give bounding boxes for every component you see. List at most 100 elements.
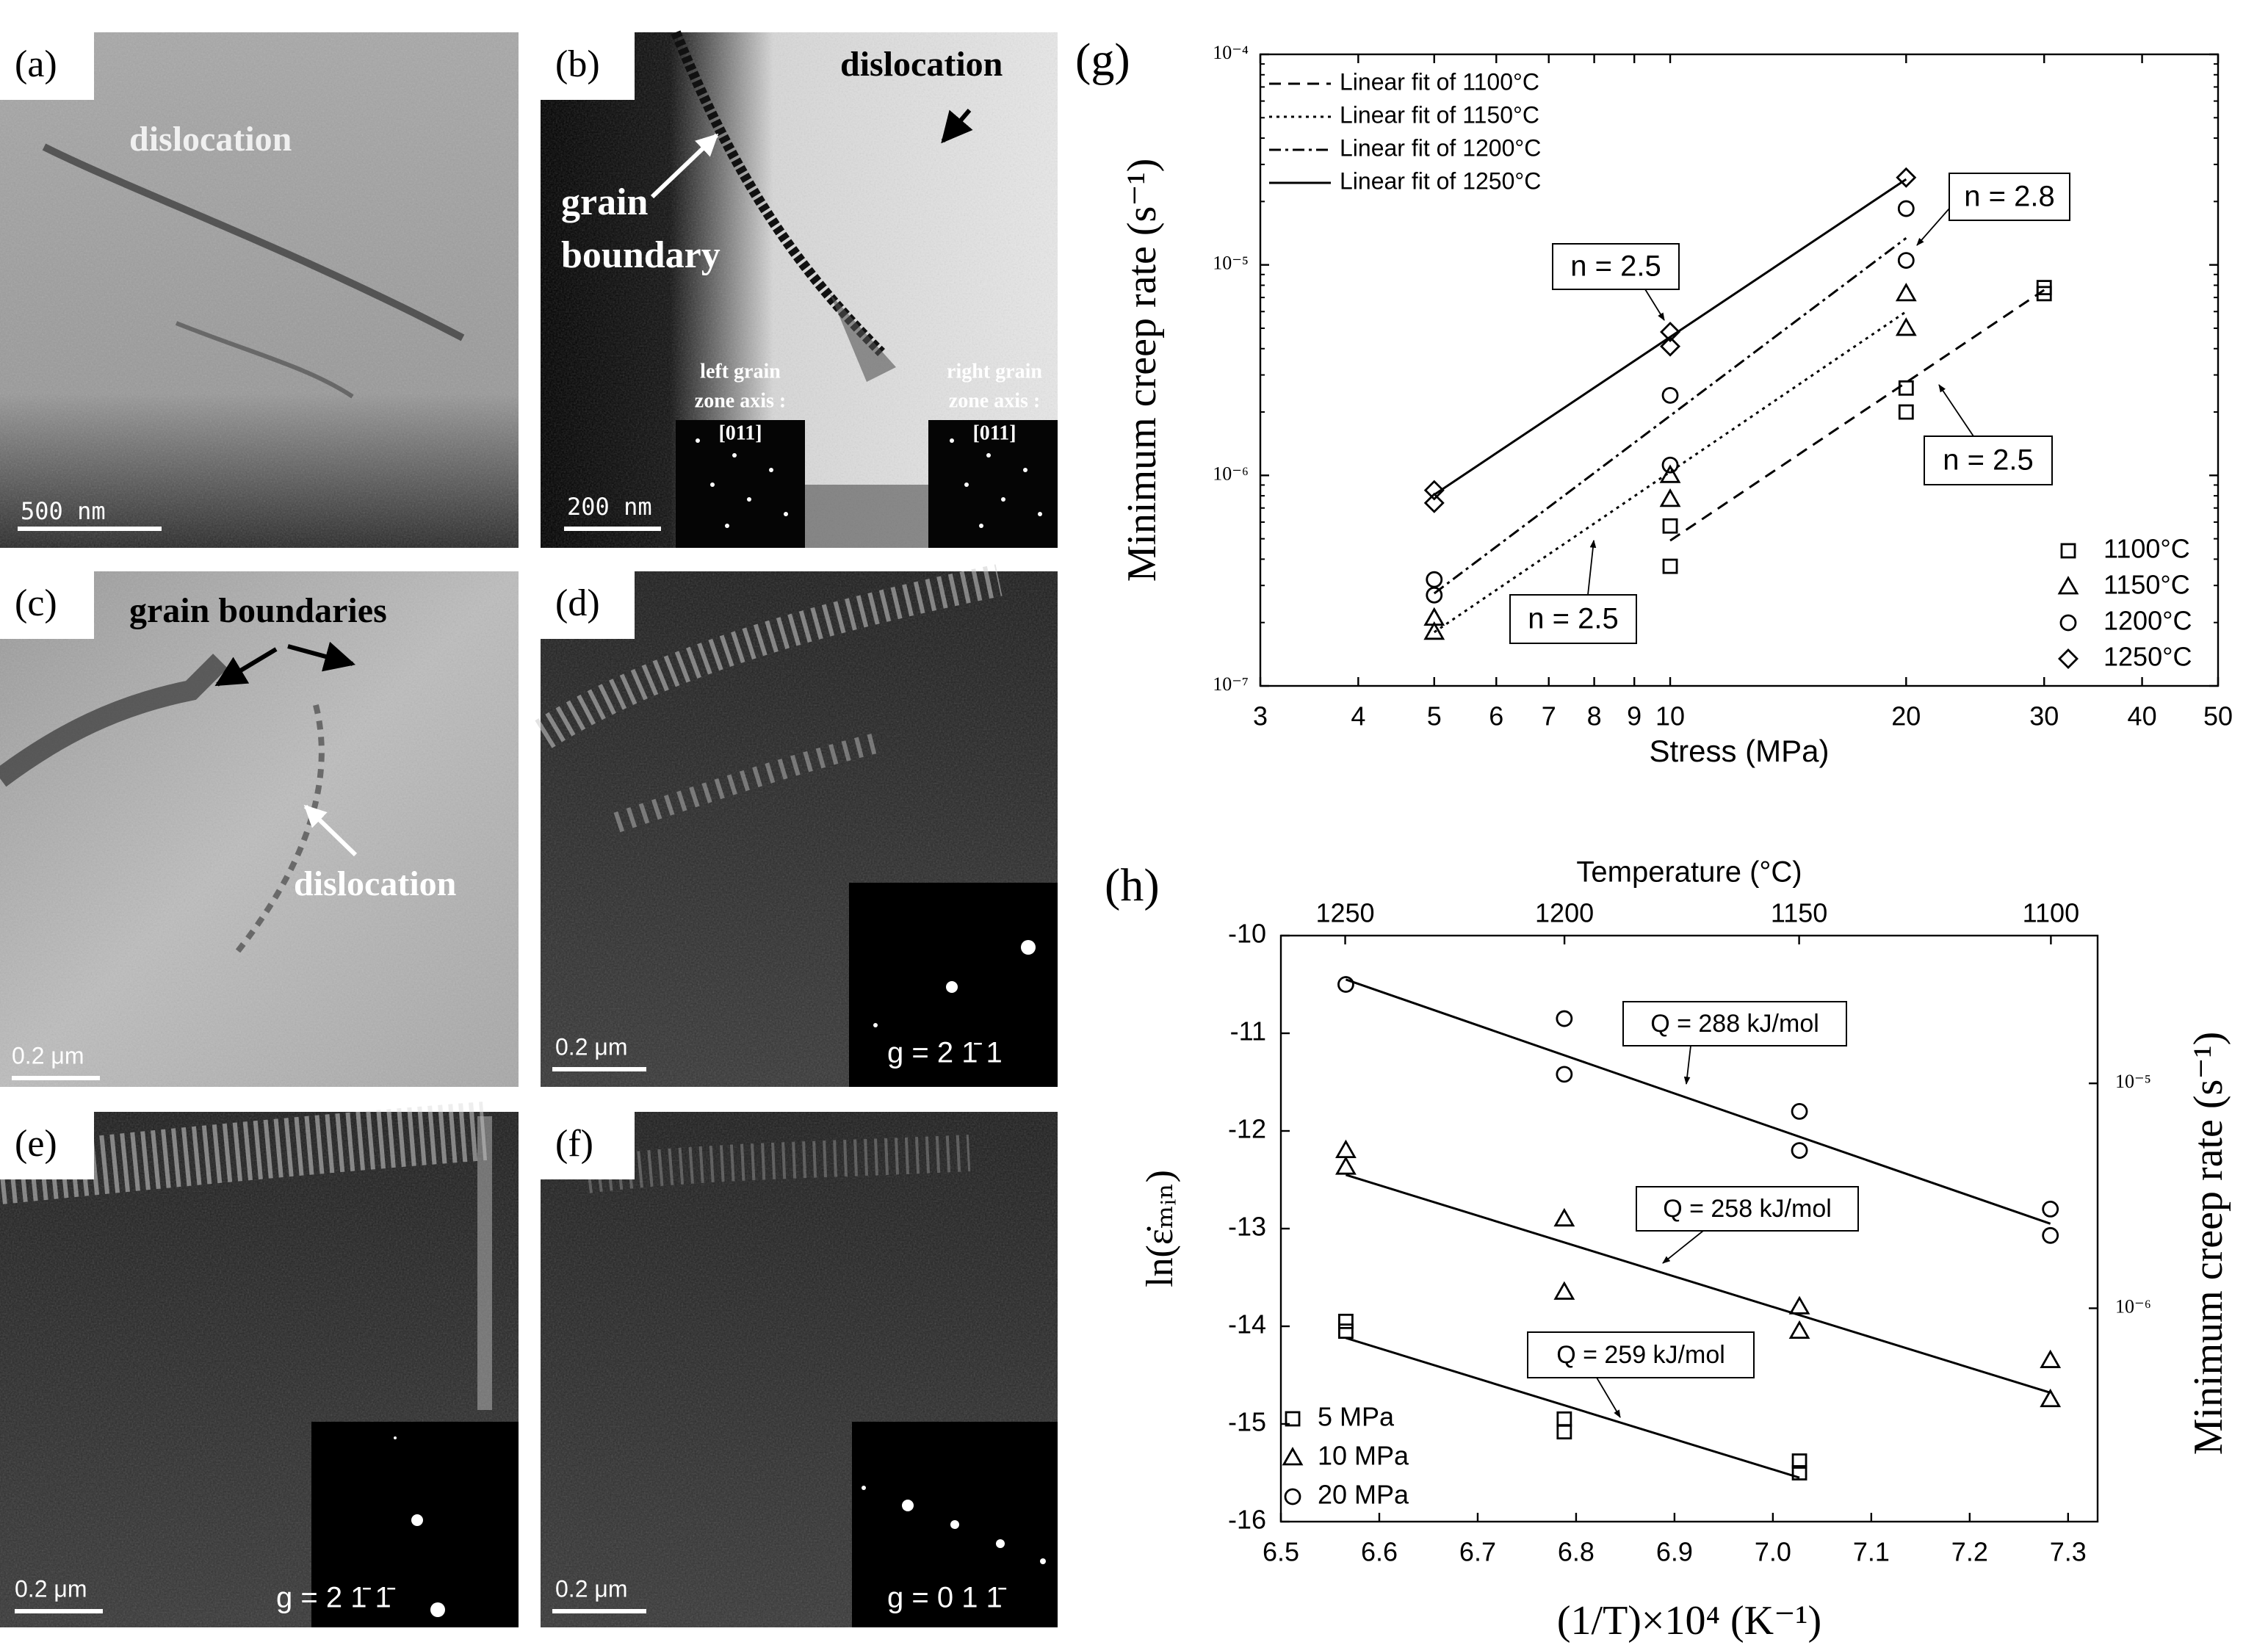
annotation: n = 2.8: [1964, 181, 2054, 213]
legend-marker: [2060, 543, 2076, 559]
arrow: [650, 133, 719, 199]
marker: [2040, 1388, 2062, 1408]
marker: [1423, 492, 1445, 513]
marker: [1337, 976, 1354, 993]
y-tick-label: -10: [1228, 919, 1266, 949]
y2-tick-label: 10⁻⁵: [2115, 1071, 2151, 1092]
x2-tick-label: 1200: [1535, 898, 1594, 928]
y2-axis-label: Minimum creep rate (s⁻¹): [2186, 1032, 2231, 1456]
legend-label: 10 MPa: [1318, 1441, 1409, 1471]
chart: 3 4 5 6 7 8 9 10 20 30 40 50 10⁻⁷ 10⁻⁶ 10⁻⁵ 10⁻⁴ Stress …: [1075, 34, 2233, 768]
marker: [1659, 464, 1681, 483]
arrow: [941, 109, 973, 144]
marker: [1896, 167, 1917, 188]
annotation: grain: [561, 181, 649, 223]
y-tick-label: -12: [1228, 1114, 1266, 1144]
marker: [1897, 200, 1915, 217]
scale-label: 0.2 μm: [555, 1575, 627, 1602]
annotation-arrow: [1596, 1377, 1621, 1418]
charts: 3 4 5 6 7 8 9 10 20 30 40 50 10⁻⁷ 10⁻⁶ 10⁻⁵ 10⁻⁴ Stress …: [1058, 32, 2239, 1645]
marker: [1661, 456, 1679, 474]
y-tick-label: -13: [1228, 1212, 1266, 1242]
panel-label: (a): [15, 43, 57, 85]
annotation-arrow: [1683, 1045, 1691, 1085]
spot: [950, 1520, 959, 1529]
chart-title: (g): [1075, 34, 1130, 86]
x-tick-label: 30: [2029, 701, 2059, 731]
x-tick-label: 6.8: [1558, 1537, 1595, 1567]
spot: [696, 438, 700, 443]
panel-label: (c): [15, 582, 57, 624]
y-tick-label: -16: [1228, 1505, 1266, 1535]
marker: [1897, 252, 1915, 269]
x-axis-label: Stress (MPa): [1649, 734, 1829, 768]
marker: [1338, 1323, 1354, 1340]
scale-label: 0.2 μm: [555, 1033, 627, 1060]
annotation-box: [1527, 1331, 1755, 1378]
micrographs: [0, 30, 1058, 1627]
dislocation-line: [232, 704, 325, 957]
spot: [1001, 497, 1005, 502]
legend-label: Linear fit of 1100°C: [1340, 68, 1539, 95]
annotation-arrow: [1938, 384, 1974, 437]
x-tick-label: 3: [1253, 701, 1268, 731]
x-tick-label: 7.3: [2050, 1537, 2087, 1567]
spot: [394, 1436, 397, 1439]
panel-label-box: [0, 571, 94, 639]
x-tick-label: 6.7: [1459, 1537, 1496, 1567]
annotation: dislocation: [294, 864, 456, 903]
annotation: g = 0 1 1̄: [887, 1582, 1007, 1614]
spot: [732, 453, 737, 458]
y2-tick-label: 10⁻⁶: [2115, 1295, 2151, 1317]
marker: [1553, 1281, 1575, 1300]
grain-boundary: [0, 654, 228, 787]
x-tick-label: 50: [2203, 701, 2233, 731]
legend-marker: [2059, 614, 2077, 632]
plot-frame: [1259, 53, 2220, 687]
panel-label: (b): [555, 43, 600, 85]
x-tick-label: 6.5: [1263, 1537, 1299, 1567]
legend-label: Linear fit of 1150°C: [1340, 101, 1539, 128]
annotation-box: [1949, 173, 2070, 221]
x-tick-label: 7.1: [1853, 1537, 1890, 1567]
spot: [769, 468, 773, 472]
spot: [902, 1500, 914, 1511]
annotation: [011]: [718, 422, 762, 444]
scale-label: 0.2 μm: [15, 1575, 87, 1602]
annotation-arrow: [1916, 208, 1950, 246]
annotation-arrow: [1587, 539, 1597, 596]
marker: [1556, 1066, 1573, 1083]
chart: 6.5 6.6 6.7 6.8 6.9 7.0 7.1 7.2 7.3 -10 -11 -12 -13 -…: [1105, 856, 2231, 1644]
y-tick-label: -15: [1228, 1407, 1266, 1437]
panel-label-box: [541, 1112, 635, 1179]
x-tick-label: 6.9: [1656, 1537, 1693, 1567]
y-tick-label: 10⁻⁶: [1213, 463, 1249, 484]
marker: [1791, 1453, 1807, 1469]
noise-c: [0, 571, 519, 1087]
spot: [1040, 1558, 1046, 1564]
precipitate: [830, 294, 896, 382]
x2-tick-label: 1150: [1771, 898, 1827, 928]
marker: [2042, 1201, 2059, 1218]
spot: [430, 1602, 445, 1617]
marker: [1788, 1320, 1810, 1340]
annotation: grain boundaries: [129, 591, 387, 630]
x2-tick-label: 1250: [1315, 898, 1374, 928]
annotation: boundary: [561, 234, 721, 276]
scale-label: 0.2 μm: [12, 1042, 84, 1069]
x-tick-label: 20: [1891, 701, 1921, 731]
annotation-arrow: [1662, 1230, 1704, 1264]
x2-axis-label: Temperature (°C): [1576, 856, 1802, 889]
annotation: zone axis :: [695, 389, 786, 412]
legend-label: 20 MPa: [1318, 1480, 1409, 1510]
dislocation-line: [175, 321, 354, 399]
fit-line: [1345, 1337, 1800, 1479]
spot: [873, 1023, 878, 1027]
bright-fringes: [535, 564, 1003, 748]
annotation: dislocation: [129, 120, 292, 159]
marker: [1898, 404, 1914, 420]
spot: [986, 453, 991, 458]
legend-label: 1200°C: [2103, 606, 2192, 636]
marker: [1895, 317, 1917, 336]
